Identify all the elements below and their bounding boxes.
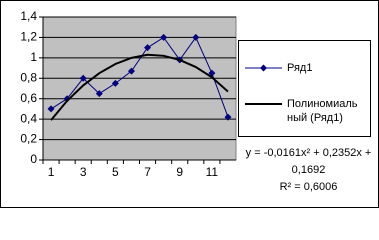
y-tick-label: 1,4 — [20, 9, 37, 23]
point-marker — [208, 69, 216, 77]
y-tick-label: 0,6 — [20, 91, 37, 105]
x-tick-label: 9 — [176, 165, 183, 179]
y-tick-label: 0 — [30, 152, 37, 166]
y-tick-label: 1 — [30, 50, 37, 64]
chart: 0 0,2 0,4 0,6 0,8 1 1,2 1,4 1 3 5 7 9 11 Ряд1 Полином… — [0, 0, 379, 208]
point-marker — [111, 79, 119, 87]
legend-label: Ряд1 — [287, 62, 313, 74]
x-tick-label: 11 — [206, 165, 219, 179]
chart-svg: 0 0,2 0,4 0,6 0,8 1 1,2 1,4 1 3 5 7 9 11 — [0, 0, 379, 208]
y-tick-label: 1,2 — [20, 30, 37, 44]
legend-marker — [260, 64, 267, 72]
y-tick-label: 0,8 — [20, 70, 37, 84]
y-tick-label: 0,2 — [20, 132, 37, 146]
plot-area — [42, 16, 237, 161]
point-marker — [144, 44, 152, 52]
point-marker — [47, 105, 55, 113]
series-line — [50, 36, 229, 118]
r-squared: R² = 0,6006 — [279, 181, 338, 193]
point-marker — [127, 67, 135, 75]
x-tick-label: 1 — [48, 165, 55, 179]
point-marker — [224, 113, 232, 121]
legend-label: Полиномиальный (Ряд1) — [287, 98, 358, 124]
y-tick-label: 0,4 — [20, 111, 37, 125]
x-tick-label: 5 — [112, 165, 119, 179]
point-marker — [160, 33, 168, 41]
trendline-equation-box: y = -0,0161x² + 0,2352x + 0,1692 R² = 0,… — [240, 145, 377, 196]
trendline — [50, 53, 229, 121]
legend-box — [238, 40, 371, 137]
x-tick-label: 3 — [80, 165, 87, 179]
point-marker — [79, 74, 87, 82]
point-marker — [192, 33, 200, 41]
trendline-equation: y = -0,0161x² + 0,2352x + 0,1692 — [245, 147, 372, 176]
x-tick-label: 7 — [144, 165, 151, 179]
point-marker — [95, 90, 103, 98]
